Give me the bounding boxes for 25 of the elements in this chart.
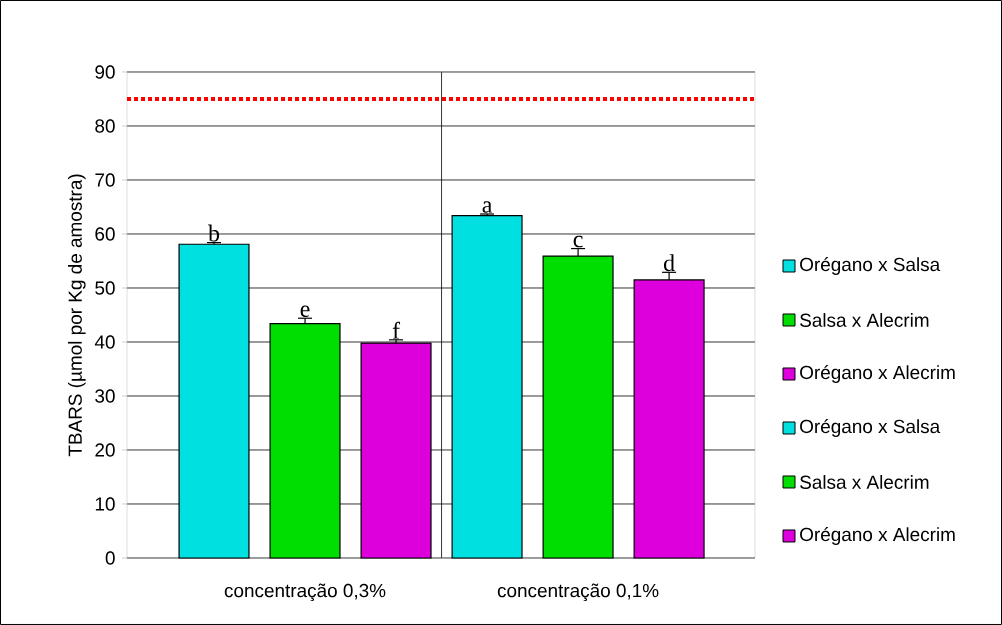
legend-label: Salsa x Alecrim — [800, 313, 929, 327]
legend-label: Orégano x Alecrim — [800, 365, 955, 383]
y-tick-label: 40 — [94, 335, 115, 349]
legend-label: Orégano x Salsa — [800, 257, 941, 275]
legend-label: Orégano x Alecrim — [800, 527, 955, 545]
y-tick-label: 20 — [95, 443, 115, 457]
y-tick-label: 0 — [105, 551, 115, 565]
legend-label: Salsa x Alecrim — [800, 475, 929, 489]
y-tick-label: 60 — [95, 227, 115, 241]
x-tick-label: concentração 0,1% — [497, 583, 659, 602]
y-tick-label: 30 — [95, 389, 115, 403]
legend-label: Orégano x Salsa — [800, 419, 941, 437]
x-tick-label: concentração 0,3% — [224, 583, 386, 602]
y-tick-label: 80 — [95, 119, 115, 133]
annotation: d — [663, 254, 675, 272]
y-tick-label: 70 — [95, 173, 115, 187]
annotation: f — [392, 321, 401, 339]
annotation: c — [573, 235, 583, 248]
y-tick-label: 90 — [95, 65, 115, 79]
annotation: b — [208, 224, 220, 242]
y-axis-title: TBARS (µmol por Kg de amostra) — [67, 174, 86, 457]
annotation: a — [482, 201, 493, 213]
y-tick-label: 50 — [95, 281, 115, 295]
y-tick-label: 10 — [95, 497, 115, 511]
annotation: e — [300, 305, 310, 318]
